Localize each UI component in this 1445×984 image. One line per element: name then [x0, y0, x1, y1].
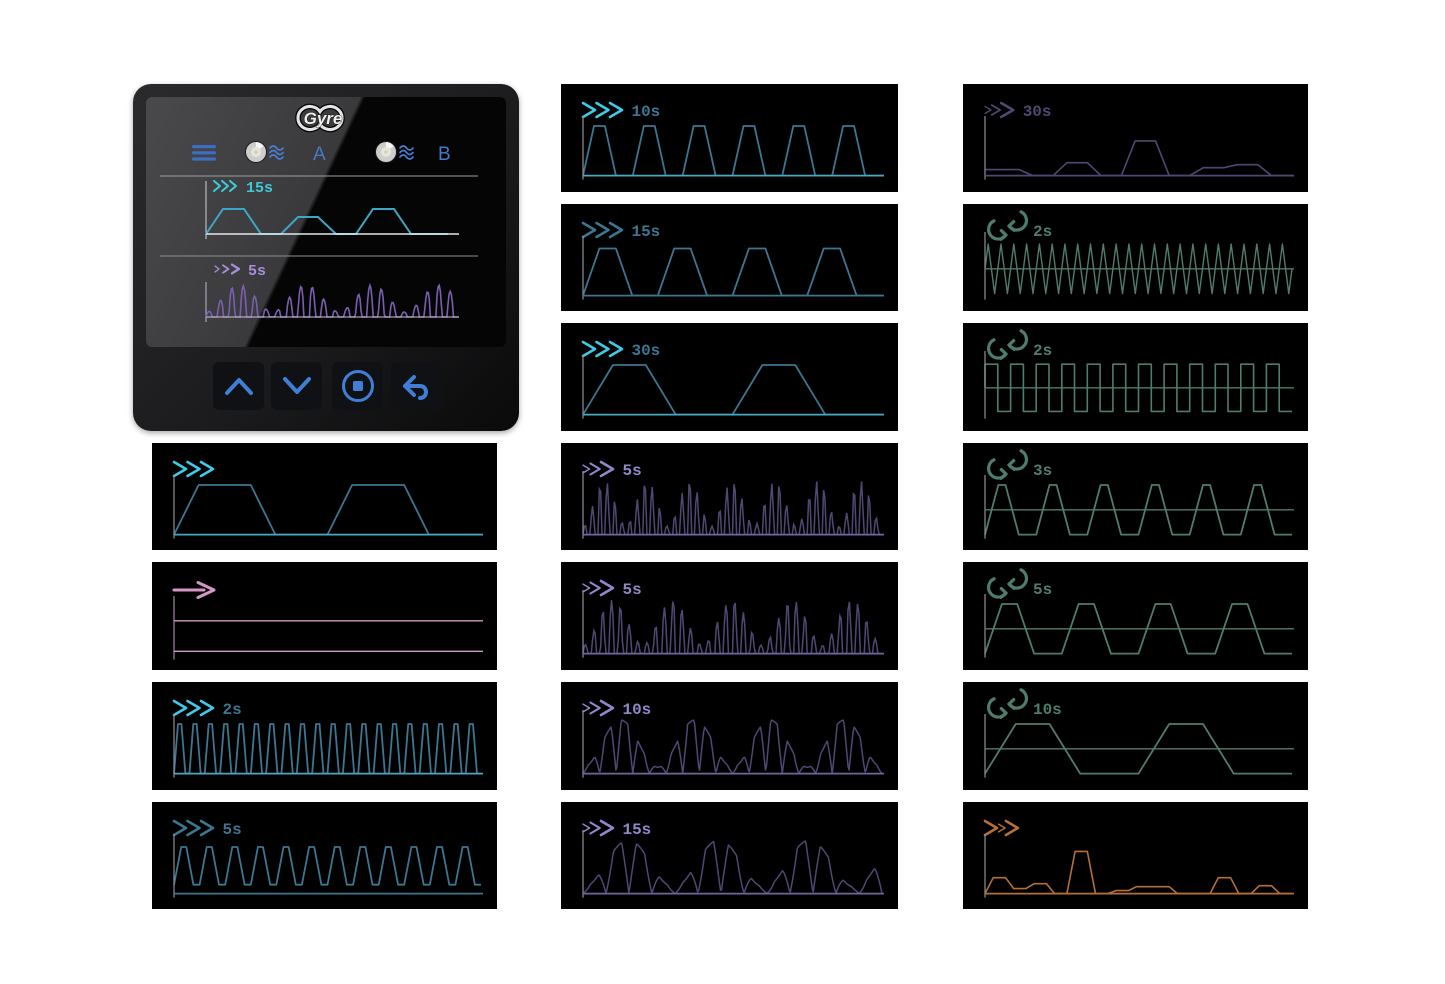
svg-text:5s: 5s: [623, 581, 642, 599]
svg-text:15s: 15s: [246, 180, 273, 197]
svg-text:10s: 10s: [632, 103, 661, 121]
svg-text:5s: 5s: [1033, 581, 1052, 599]
svg-text:2s: 2s: [223, 701, 242, 719]
svg-text:30s: 30s: [1023, 103, 1052, 121]
svg-text:2s: 2s: [1033, 342, 1052, 360]
svg-text:3s: 3s: [1033, 462, 1052, 480]
svg-text:B: B: [438, 144, 451, 165]
svg-text:15s: 15s: [623, 821, 652, 839]
svg-text:5s: 5s: [248, 263, 266, 280]
svg-text:10s: 10s: [623, 701, 652, 719]
svg-text:Gyre: Gyre: [304, 109, 343, 128]
svg-text:A: A: [313, 144, 326, 165]
svg-text:5s: 5s: [623, 462, 642, 480]
svg-text:10s: 10s: [1033, 701, 1062, 719]
svg-text:30s: 30s: [632, 342, 661, 360]
svg-text:15s: 15s: [632, 223, 661, 241]
svg-text:2s: 2s: [1033, 223, 1052, 241]
svg-text:5s: 5s: [223, 821, 242, 839]
